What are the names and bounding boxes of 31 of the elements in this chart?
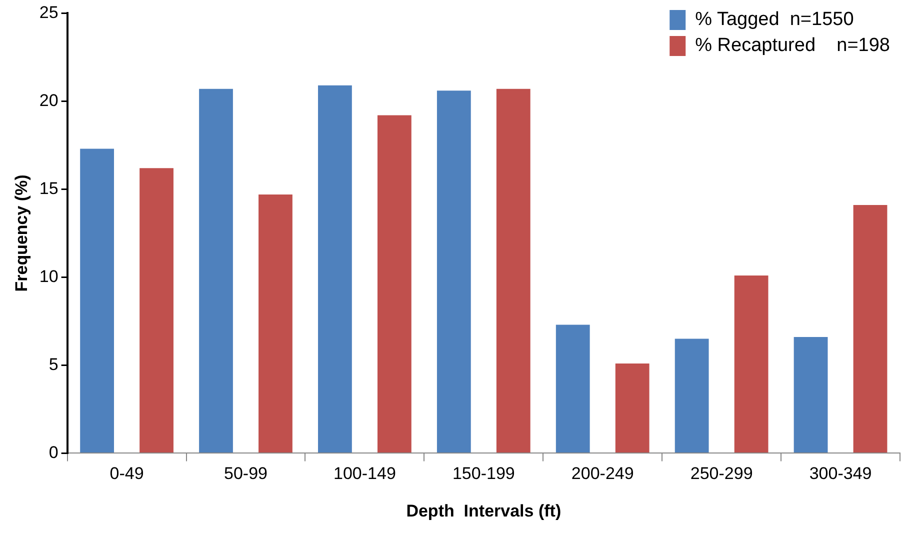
x-tick-label: 0-49 bbox=[110, 464, 144, 484]
x-axis-title: Depth Intervals (ft) bbox=[406, 501, 562, 520]
y-tick-label: 20 bbox=[39, 90, 58, 110]
bar bbox=[794, 337, 828, 452]
y-tick-label: 25 bbox=[39, 2, 58, 22]
x-tick-label: 50-99 bbox=[224, 464, 268, 484]
y-tick-label: 10 bbox=[39, 266, 58, 286]
legend-label: % Recaptured n=198 bbox=[695, 35, 890, 56]
bar bbox=[140, 168, 174, 452]
x-tick-label: 300-349 bbox=[809, 464, 872, 484]
x-tick-label: 100-149 bbox=[334, 464, 396, 484]
y-tick-label: 0 bbox=[48, 442, 58, 462]
bar bbox=[377, 115, 412, 452]
bar bbox=[853, 205, 888, 452]
legend-label: % Tagged n=1550 bbox=[695, 9, 854, 30]
bar bbox=[734, 275, 768, 452]
bar bbox=[80, 148, 114, 452]
y-tick-label: 15 bbox=[39, 178, 58, 198]
x-tick-label: 200-249 bbox=[571, 464, 634, 484]
bar bbox=[674, 338, 709, 452]
bar bbox=[436, 90, 471, 452]
bar bbox=[615, 363, 650, 452]
bar bbox=[556, 324, 590, 452]
bar bbox=[496, 88, 530, 452]
bar bbox=[199, 88, 233, 452]
bar bbox=[258, 194, 292, 452]
x-tick-label: 150-199 bbox=[452, 464, 515, 484]
y-tick-label: 5 bbox=[48, 354, 58, 374]
y-axis-title: Frequency (%) bbox=[12, 174, 31, 292]
x-tick-label: 250-299 bbox=[690, 464, 753, 484]
bar bbox=[318, 85, 352, 452]
